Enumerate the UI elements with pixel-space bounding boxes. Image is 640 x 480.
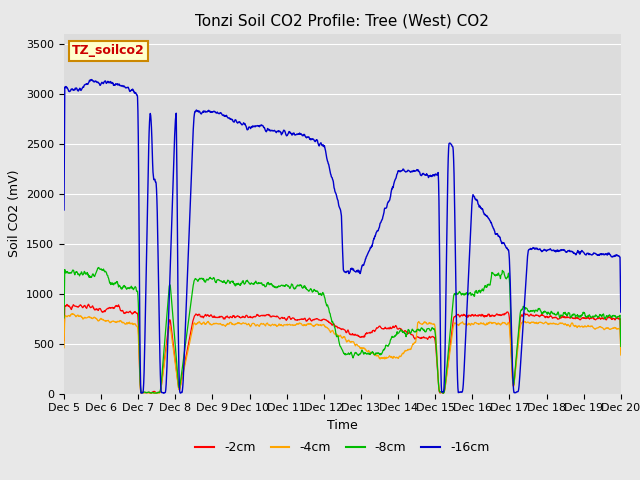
Text: TZ_soilco2: TZ_soilco2 [72,44,145,58]
Title: Tonzi Soil CO2 Profile: Tree (West) CO2: Tonzi Soil CO2 Profile: Tree (West) CO2 [195,13,490,28]
Y-axis label: Soil CO2 (mV): Soil CO2 (mV) [8,170,20,257]
Legend: -2cm, -4cm, -8cm, -16cm: -2cm, -4cm, -8cm, -16cm [191,436,494,459]
X-axis label: Time: Time [327,419,358,432]
